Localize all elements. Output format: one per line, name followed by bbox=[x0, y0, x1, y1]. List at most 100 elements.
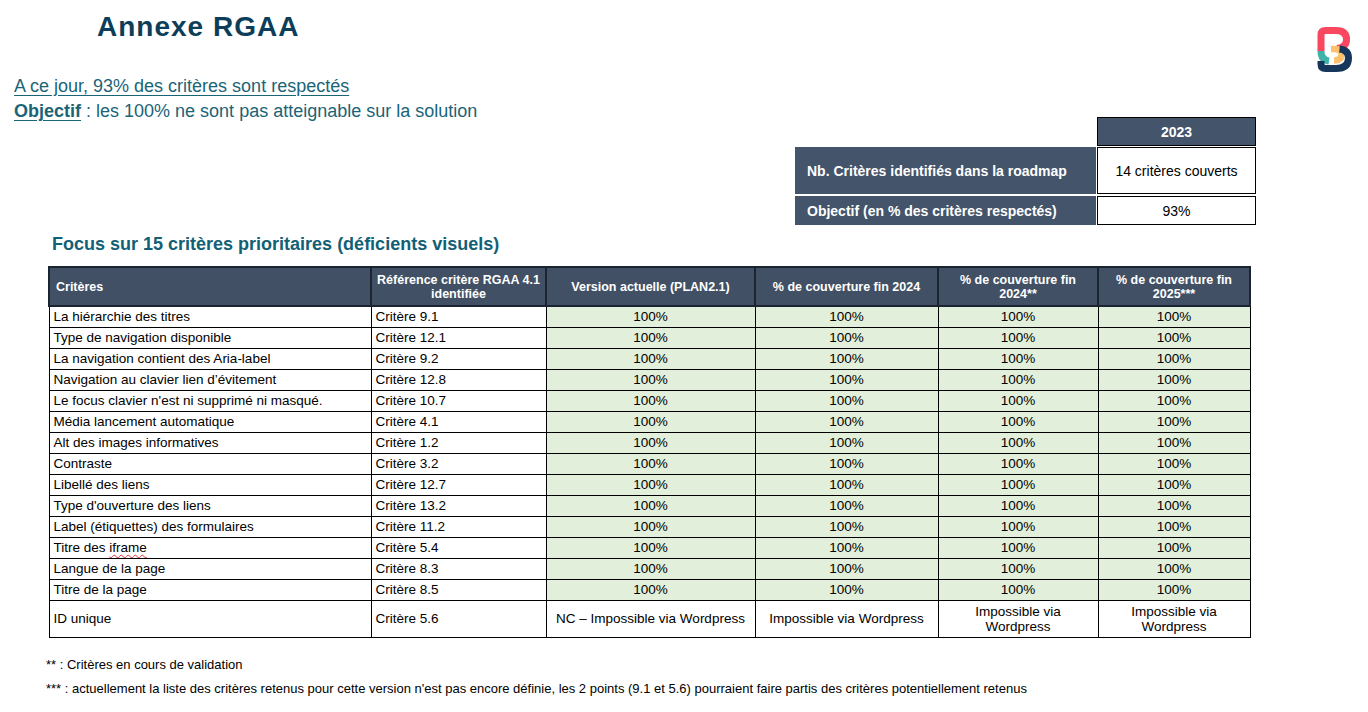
criteria-table: CritèresRéférence critère RGAA 4.1 ident… bbox=[48, 266, 1251, 638]
value-cell: 100% bbox=[755, 558, 938, 579]
ref-cell: Critère 3.2 bbox=[371, 453, 546, 474]
value-cell: 100% bbox=[546, 537, 755, 558]
value-cell: 100% bbox=[938, 327, 1098, 348]
value-cell: 100% bbox=[755, 495, 938, 516]
value-cell: 100% bbox=[1098, 453, 1250, 474]
table-row: Titre de la pageCritère 8.5100%100%100%1… bbox=[49, 579, 1250, 600]
value-cell: 100% bbox=[546, 411, 755, 432]
objective-text: les 100% ne sont pas atteignable sur la … bbox=[96, 101, 477, 121]
value-cell: 100% bbox=[1098, 537, 1250, 558]
value-cell: 100% bbox=[938, 348, 1098, 369]
value-cell: 100% bbox=[938, 306, 1098, 327]
value-cell: 100% bbox=[1098, 390, 1250, 411]
criteria-cell: Contraste bbox=[49, 453, 371, 474]
column-header: Référence critère RGAA 4.1 identifiée bbox=[371, 267, 546, 306]
ref-cell: Critère 12.8 bbox=[371, 369, 546, 390]
summary-row-value: 93% bbox=[1097, 196, 1256, 225]
table-row: Libellé des liensCritère 12.7100%100%100… bbox=[49, 474, 1250, 495]
value-cell: 100% bbox=[755, 537, 938, 558]
value-cell: 100% bbox=[938, 369, 1098, 390]
value-cell: 100% bbox=[938, 390, 1098, 411]
table-row: Type de navigation disponibleCritère 12.… bbox=[49, 327, 1250, 348]
ref-cell: Critère 13.2 bbox=[371, 495, 546, 516]
value-cell: 100% bbox=[1098, 474, 1250, 495]
objective-separator: : bbox=[81, 101, 96, 121]
table-row: Alt des images informativesCritère 1.210… bbox=[49, 432, 1250, 453]
value-cell: 100% bbox=[546, 579, 755, 600]
spellcheck-word: iframe bbox=[109, 540, 147, 555]
objective-label: Objectif bbox=[14, 101, 81, 121]
header-row: CritèresRéférence critère RGAA 4.1 ident… bbox=[49, 267, 1250, 306]
ref-cell: Critère 12.1 bbox=[371, 327, 546, 348]
value-cell: 100% bbox=[1098, 432, 1250, 453]
ref-cell: Critère 4.1 bbox=[371, 411, 546, 432]
column-header: % de couverture fin 2025*** bbox=[1098, 267, 1250, 306]
table-row: Média lancement automatiqueCritère 4.110… bbox=[49, 411, 1250, 432]
value-cell: 100% bbox=[546, 558, 755, 579]
value-cell: 100% bbox=[1098, 579, 1250, 600]
value-cell: Impossible via Wordpress bbox=[938, 600, 1098, 637]
value-cell: 100% bbox=[755, 516, 938, 537]
ref-cell: Critère 11.2 bbox=[371, 516, 546, 537]
criteria-cell: Langue de la page bbox=[49, 558, 371, 579]
table-row: Le focus clavier n'est ni supprimé ni ma… bbox=[49, 390, 1250, 411]
criteria-cell: ID unique bbox=[49, 600, 371, 637]
value-cell: Impossible via Wordpress bbox=[755, 600, 938, 637]
value-cell: Impossible via Wordpress bbox=[1098, 600, 1250, 637]
criteria-cell: La hiérarchie des titres bbox=[49, 306, 371, 327]
ref-cell: Critère 8.5 bbox=[371, 579, 546, 600]
ref-cell: Critère 10.7 bbox=[371, 390, 546, 411]
table-row: ContrasteCritère 3.2100%100%100%100% bbox=[49, 453, 1250, 474]
ref-cell: Critère 12.7 bbox=[371, 474, 546, 495]
value-cell: 100% bbox=[755, 432, 938, 453]
page-title: Annexe RGAA bbox=[97, 11, 299, 43]
value-cell: 100% bbox=[1098, 327, 1250, 348]
criteria-cell: Alt des images informatives bbox=[49, 432, 371, 453]
value-cell: 100% bbox=[938, 432, 1098, 453]
criteria-cell: Média lancement automatique bbox=[49, 411, 371, 432]
criteria-cell: Le focus clavier n'est ni supprimé ni ma… bbox=[49, 390, 371, 411]
footnote: ** : Critères en cours de validation bbox=[46, 657, 243, 672]
criteria-cell: Titre de la page bbox=[49, 579, 371, 600]
criteria-cell: Navigation au clavier lien d’évitement bbox=[49, 369, 371, 390]
status-link[interactable]: A ce jour, 93% des critères sont respect… bbox=[14, 76, 349, 97]
criteria-cell: Type de navigation disponible bbox=[49, 327, 371, 348]
value-cell: 100% bbox=[938, 453, 1098, 474]
criteria-cell: Label (étiquettes) des formulaires bbox=[49, 516, 371, 537]
value-cell: 100% bbox=[546, 474, 755, 495]
criteria-cell: Libellé des liens bbox=[49, 474, 371, 495]
page: Annexe RGAA A ce jour, 93% des critères … bbox=[0, 0, 1368, 712]
summary-year-header: 2023 bbox=[1097, 117, 1256, 146]
column-header: % de couverture fin 2024** bbox=[938, 267, 1098, 306]
value-cell: 100% bbox=[1098, 348, 1250, 369]
value-cell: 100% bbox=[938, 579, 1098, 600]
ref-cell: Critère 9.1 bbox=[371, 306, 546, 327]
ref-cell: Critère 5.6 bbox=[371, 600, 546, 637]
value-cell: 100% bbox=[755, 474, 938, 495]
table-row: Label (étiquettes) des formulairesCritèr… bbox=[49, 516, 1250, 537]
value-cell: 100% bbox=[546, 369, 755, 390]
value-cell: 100% bbox=[938, 495, 1098, 516]
value-cell: 100% bbox=[546, 453, 755, 474]
table-row: Langue de la pageCritère 8.3100%100%100%… bbox=[49, 558, 1250, 579]
footnote: *** : actuellement la liste des critères… bbox=[46, 681, 1027, 696]
table-row: Navigation au clavier lien d’évitementCr… bbox=[49, 369, 1250, 390]
brand-logo-icon bbox=[1308, 14, 1356, 76]
value-cell: 100% bbox=[1098, 369, 1250, 390]
value-cell: 100% bbox=[546, 432, 755, 453]
value-cell: 100% bbox=[1098, 495, 1250, 516]
value-cell: 100% bbox=[546, 327, 755, 348]
value-cell: NC – Impossible via Wordpress bbox=[546, 600, 755, 637]
value-cell: 100% bbox=[938, 516, 1098, 537]
ref-cell: Critère 5.4 bbox=[371, 537, 546, 558]
value-cell: 100% bbox=[938, 537, 1098, 558]
criteria-cell: Type d'ouverture des liens bbox=[49, 495, 371, 516]
value-cell: 100% bbox=[1098, 558, 1250, 579]
value-cell: 100% bbox=[546, 495, 755, 516]
criteria-cell: La navigation contient des Aria-label bbox=[49, 348, 371, 369]
table-row: ID uniqueCritère 5.6NC – Impossible via … bbox=[49, 600, 1250, 637]
summary-row-value: 14 critères couverts bbox=[1097, 147, 1256, 194]
value-cell: 100% bbox=[546, 306, 755, 327]
value-cell: 100% bbox=[755, 411, 938, 432]
section-heading: Focus sur 15 critères prioritaires (défi… bbox=[52, 234, 499, 255]
